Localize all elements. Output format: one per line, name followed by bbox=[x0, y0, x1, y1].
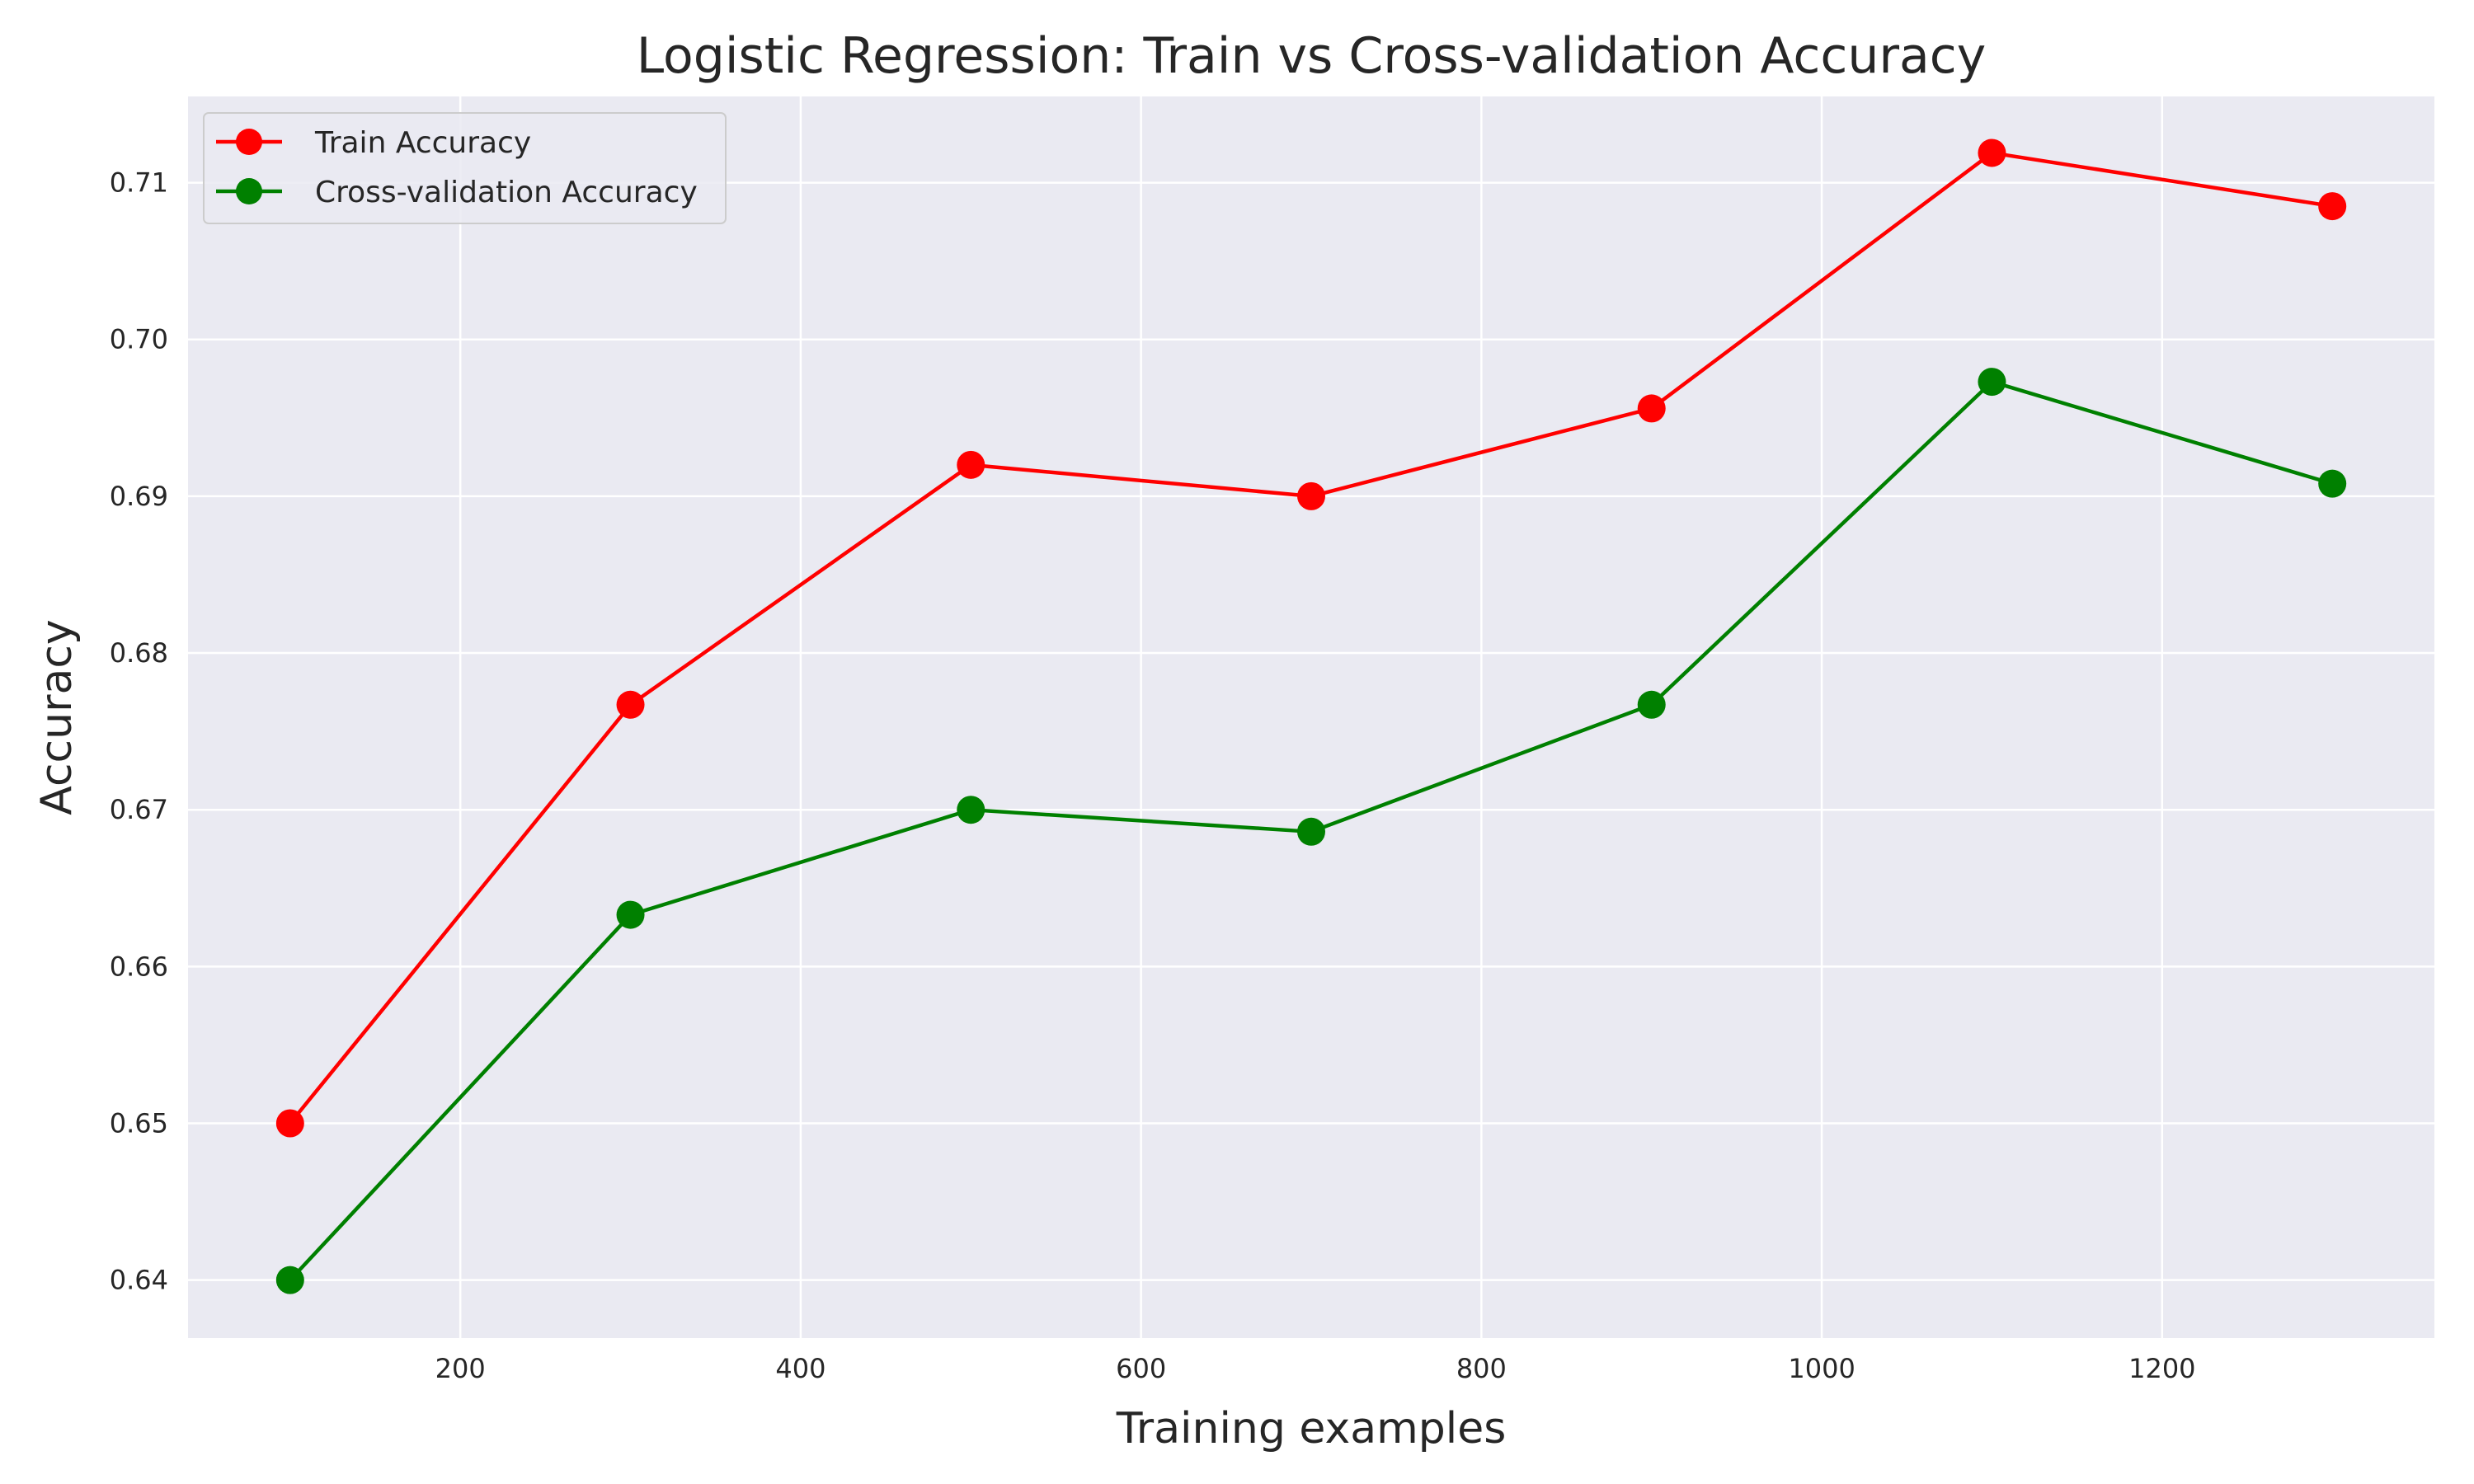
legend: Train Accuracy Cross-validation Accuracy bbox=[203, 112, 727, 224]
legend-entry-cv: Cross-validation Accuracy bbox=[216, 176, 698, 209]
data-point bbox=[1297, 481, 1325, 510]
data-point bbox=[616, 690, 645, 719]
data-point bbox=[957, 796, 985, 824]
legend-box bbox=[203, 112, 727, 224]
x-tick-labels: 200 400 600 800 1000 1200 bbox=[435, 1353, 2196, 1384]
series-points bbox=[275, 139, 2347, 1294]
legend-entry-train: Train Accuracy bbox=[216, 126, 531, 160]
x-tick-label: 800 bbox=[1456, 1353, 1507, 1384]
x-tick-label: 200 bbox=[435, 1353, 486, 1384]
y-tick-label: 0.67 bbox=[110, 794, 168, 825]
data-point bbox=[1637, 690, 1666, 719]
data-point bbox=[2318, 469, 2347, 498]
y-tick-label: 0.64 bbox=[110, 1265, 168, 1296]
y-tick-label: 0.68 bbox=[110, 637, 168, 669]
data-point bbox=[1297, 817, 1325, 846]
data-point bbox=[2318, 192, 2347, 221]
legend-label-cv: Cross-validation Accuracy bbox=[315, 176, 698, 209]
x-tick-label: 400 bbox=[775, 1353, 825, 1384]
x-tick-label: 600 bbox=[1116, 1353, 1166, 1384]
y-tick-label: 0.69 bbox=[110, 481, 168, 512]
plot-area bbox=[188, 96, 2434, 1338]
x-tick-label: 1200 bbox=[2128, 1353, 2195, 1384]
legend-label-train: Train Accuracy bbox=[314, 126, 531, 160]
x-tick-label: 1000 bbox=[1788, 1353, 1855, 1384]
data-point bbox=[1978, 139, 2006, 167]
data-point bbox=[275, 1266, 304, 1294]
y-axis-label: Accuracy bbox=[32, 619, 82, 815]
grid bbox=[188, 96, 2434, 1338]
data-point bbox=[275, 1109, 304, 1138]
data-point bbox=[957, 450, 985, 479]
y-tick-label: 0.70 bbox=[110, 324, 168, 355]
data-point bbox=[1978, 368, 2006, 397]
y-tick-label: 0.66 bbox=[110, 951, 168, 982]
y-tick-labels: 0.64 0.65 0.66 0.67 0.68 0.69 0.70 0.71 bbox=[110, 167, 168, 1296]
legend-marker-cv bbox=[236, 178, 262, 204]
chart-title: Logistic Regression: Train vs Cross-vali… bbox=[637, 27, 1987, 85]
data-point bbox=[1637, 394, 1666, 423]
y-tick-label: 0.71 bbox=[110, 167, 168, 199]
legend-marker-train bbox=[236, 129, 262, 155]
data-point bbox=[616, 900, 645, 929]
x-axis-label: Training examples bbox=[1116, 1404, 1507, 1453]
y-tick-label: 0.65 bbox=[110, 1107, 168, 1139]
